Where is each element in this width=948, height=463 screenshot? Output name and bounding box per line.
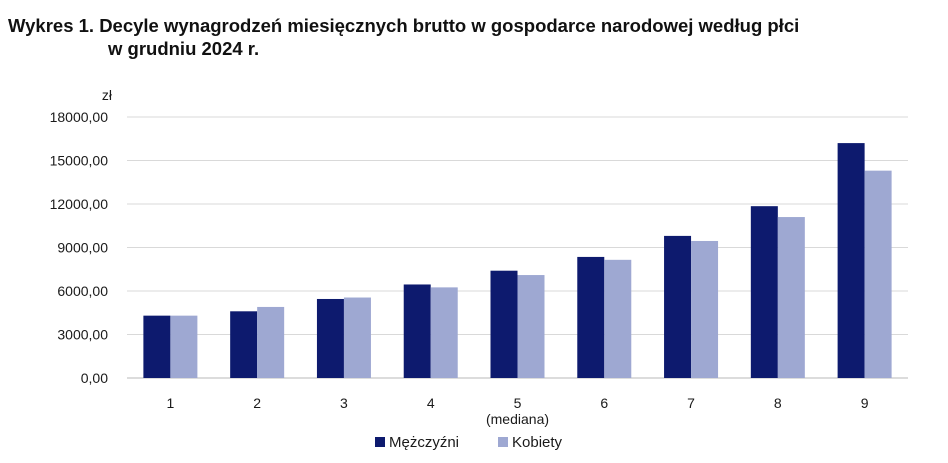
bar-men-decile-6 bbox=[577, 256, 605, 378]
x-tick-label: 5 bbox=[514, 395, 522, 411]
x-tick-label: 8 bbox=[774, 395, 782, 411]
bar-women-decile-6 bbox=[604, 259, 632, 378]
bar-men-decile-9 bbox=[837, 143, 865, 378]
chart-title: Wykres 1. Decyle wynagrodzeń miesięcznyc… bbox=[8, 14, 938, 60]
chart-title-line1: Wykres 1. Decyle wynagrodzeń miesięcznyc… bbox=[8, 15, 800, 36]
bar-women-decile-4 bbox=[430, 287, 458, 378]
y-tick-label: 9000,00 bbox=[57, 240, 108, 256]
bar-men-decile-5 bbox=[490, 270, 518, 378]
x-tick-label: 3 bbox=[340, 395, 348, 411]
bar-men-decile-2 bbox=[230, 311, 258, 378]
legend: Mężczyźni Kobiety bbox=[375, 434, 563, 451]
x-tick-label: 9 bbox=[861, 395, 869, 411]
y-tick-label: 18000,00 bbox=[50, 109, 109, 125]
bar-women-decile-9 bbox=[864, 170, 892, 378]
bar-women-decile-8 bbox=[777, 217, 805, 378]
legend-swatch-men bbox=[375, 437, 385, 447]
bar-women-decile-3 bbox=[343, 297, 371, 378]
x-tick-label: 2 bbox=[253, 395, 261, 411]
bar-women-decile-7 bbox=[691, 240, 719, 378]
y-tick-label: 12000,00 bbox=[50, 196, 109, 212]
chart-title-line2: w grudniu 2024 r. bbox=[108, 38, 260, 59]
bar-men-decile-7 bbox=[664, 235, 692, 378]
bar-men-decile-1 bbox=[143, 315, 171, 378]
x-tick-label: 6 bbox=[600, 395, 608, 411]
y-tick-label: 3000,00 bbox=[57, 327, 108, 343]
bar-women-decile-1 bbox=[170, 315, 198, 378]
x-axis-tick-labels: 1 2 3 4 5(mediana) 6 7 8 9 bbox=[166, 395, 868, 427]
bar-women-decile-2 bbox=[257, 306, 285, 378]
y-axis-unit-label: zł bbox=[102, 87, 113, 103]
bar-women-decile-5 bbox=[517, 275, 545, 378]
x-tick-label: 7 bbox=[687, 395, 695, 411]
y-tick-label: 6000,00 bbox=[57, 283, 108, 299]
legend-label-women: Kobiety bbox=[512, 434, 563, 451]
y-tick-label: 0,00 bbox=[81, 370, 108, 386]
legend-swatch-women bbox=[498, 437, 508, 447]
bars bbox=[143, 143, 892, 378]
y-axis-tick-labels: 0,00 3000,00 6000,00 9000,00 12000,00 15000,0… bbox=[50, 109, 109, 386]
bar-men-decile-3 bbox=[316, 298, 344, 378]
y-tick-label: 15000,00 bbox=[50, 153, 109, 169]
bar-men-decile-8 bbox=[750, 206, 778, 378]
x-tick-sublabel: (mediana) bbox=[486, 411, 549, 427]
legend-label-men: Mężczyźni bbox=[389, 434, 459, 451]
x-tick-label: 1 bbox=[166, 395, 174, 411]
bar-men-decile-4 bbox=[403, 284, 431, 378]
x-tick-label: 4 bbox=[427, 395, 435, 411]
